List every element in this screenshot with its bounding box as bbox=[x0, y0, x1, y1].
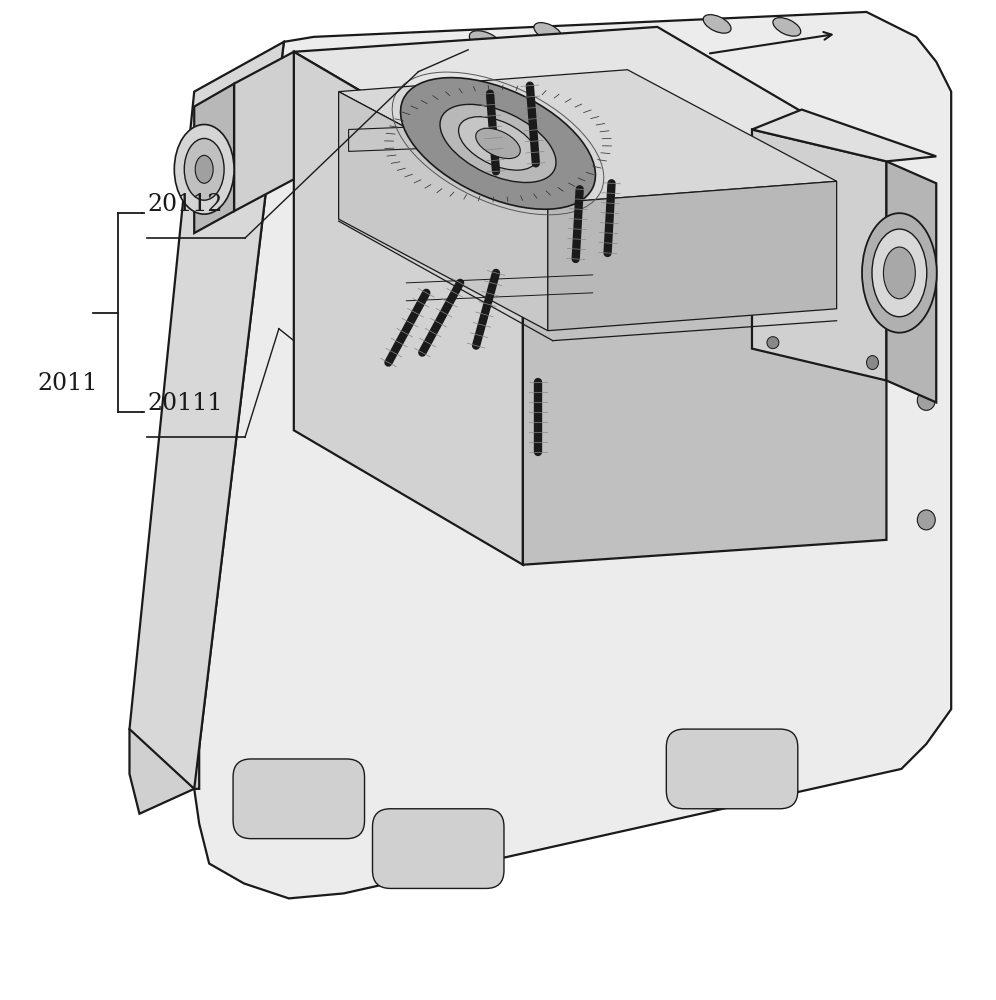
Ellipse shape bbox=[184, 138, 224, 200]
Ellipse shape bbox=[458, 117, 538, 170]
Polygon shape bbox=[339, 70, 837, 203]
Polygon shape bbox=[194, 12, 951, 898]
Ellipse shape bbox=[570, 542, 586, 557]
Ellipse shape bbox=[469, 31, 503, 53]
Polygon shape bbox=[548, 181, 837, 331]
Polygon shape bbox=[886, 161, 936, 402]
Ellipse shape bbox=[773, 18, 801, 36]
Ellipse shape bbox=[476, 128, 520, 159]
Text: 20111: 20111 bbox=[147, 392, 223, 415]
Polygon shape bbox=[129, 704, 199, 814]
FancyBboxPatch shape bbox=[233, 759, 365, 839]
Polygon shape bbox=[523, 161, 886, 565]
Ellipse shape bbox=[534, 23, 562, 41]
Ellipse shape bbox=[883, 247, 915, 299]
Polygon shape bbox=[349, 122, 553, 151]
Text: 20112: 20112 bbox=[147, 193, 223, 216]
Ellipse shape bbox=[917, 510, 935, 530]
Polygon shape bbox=[234, 52, 294, 211]
Ellipse shape bbox=[400, 78, 596, 209]
Polygon shape bbox=[294, 27, 886, 186]
FancyBboxPatch shape bbox=[373, 809, 504, 888]
Ellipse shape bbox=[863, 213, 937, 333]
Polygon shape bbox=[752, 129, 886, 380]
Ellipse shape bbox=[767, 337, 779, 349]
Ellipse shape bbox=[440, 104, 556, 183]
Polygon shape bbox=[752, 110, 936, 161]
FancyBboxPatch shape bbox=[666, 729, 798, 809]
Polygon shape bbox=[194, 84, 234, 233]
Ellipse shape bbox=[703, 15, 731, 33]
Ellipse shape bbox=[917, 390, 935, 410]
Ellipse shape bbox=[867, 356, 878, 370]
Text: 2011: 2011 bbox=[38, 372, 99, 395]
Polygon shape bbox=[339, 92, 548, 331]
Polygon shape bbox=[129, 42, 284, 789]
Ellipse shape bbox=[174, 125, 234, 214]
Ellipse shape bbox=[195, 155, 213, 183]
Polygon shape bbox=[294, 52, 523, 565]
Ellipse shape bbox=[872, 229, 927, 317]
